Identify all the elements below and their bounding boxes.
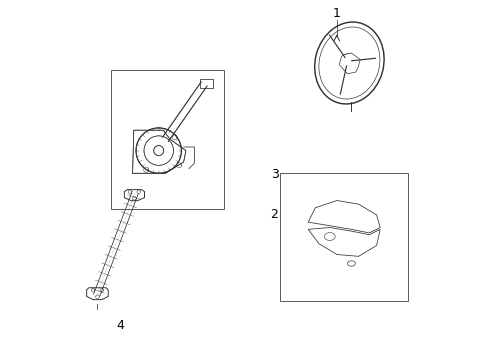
Text: 3: 3: [270, 168, 278, 181]
Text: 1: 1: [333, 7, 341, 20]
Text: 2: 2: [270, 208, 278, 221]
Polygon shape: [308, 228, 380, 256]
Bar: [280, 173, 408, 301]
Text: 4: 4: [117, 319, 125, 332]
Polygon shape: [339, 53, 360, 74]
Polygon shape: [124, 190, 145, 201]
Polygon shape: [87, 288, 108, 300]
Polygon shape: [308, 201, 380, 233]
Bar: [200, 79, 214, 88]
Bar: [111, 70, 224, 209]
Polygon shape: [133, 130, 186, 173]
